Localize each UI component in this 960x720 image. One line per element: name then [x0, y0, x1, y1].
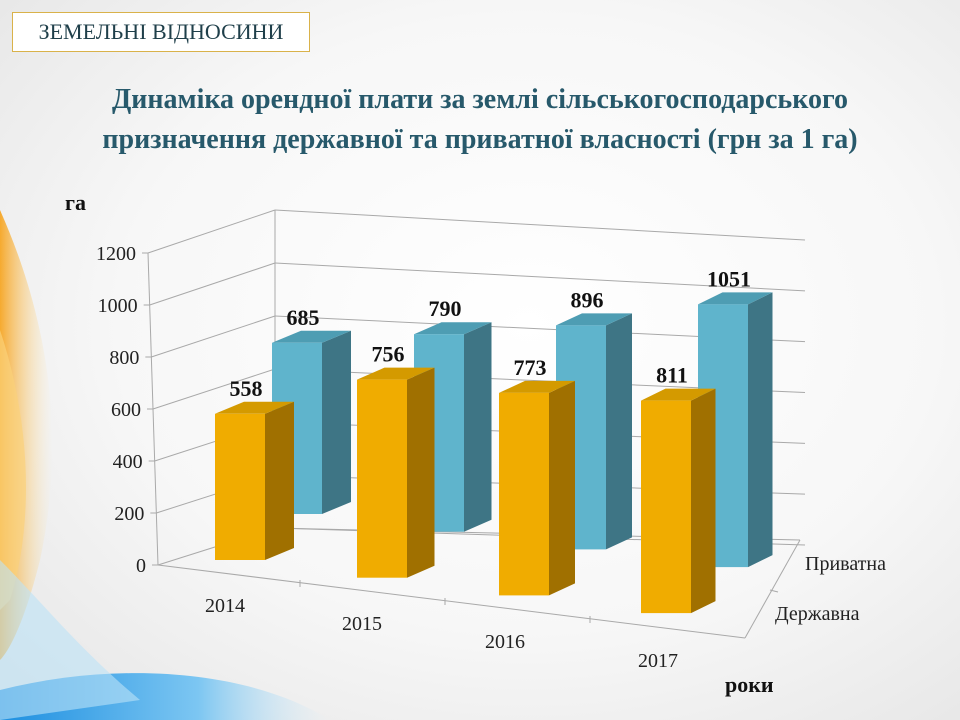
- gridline-back-wall: [274, 209, 806, 241]
- bar-side-2017: [691, 388, 716, 614]
- x-tick-label: 2015: [342, 613, 382, 635]
- x-axis-line: [157, 564, 746, 639]
- data-label: 773: [514, 355, 547, 380]
- bar-top-2015: [357, 367, 435, 380]
- section-badge: ЗЕМЕЛЬНІ ВІДНОСИНИ: [12, 12, 310, 52]
- data-label: 756: [372, 342, 405, 367]
- bar-side-2015: [407, 367, 435, 578]
- gridline-back-wall: [274, 262, 806, 292]
- depth-axis-line: [744, 539, 801, 639]
- bar-side-2016: [606, 313, 632, 550]
- y-tick-label: 600: [111, 399, 141, 421]
- title-line-1: Динаміка орендної плати за землі сільськ…: [111, 84, 849, 115]
- bar-top-2014: [215, 401, 294, 414]
- bar-side-2017: [748, 292, 773, 568]
- data-label: 811: [656, 363, 688, 388]
- y-tick-label: 800: [109, 347, 139, 369]
- data-label: 790: [429, 296, 462, 321]
- bar-side-2015: [464, 322, 492, 532]
- title-line-2: призначення державної та приватної власн…: [102, 124, 858, 155]
- data-label: 1051: [707, 266, 751, 291]
- bar-top-2015: [414, 322, 492, 335]
- bar-side-2014: [322, 330, 351, 514]
- bar-derzhavna-2015: [357, 379, 407, 578]
- data-label: 685: [287, 305, 320, 330]
- data-label: 558: [230, 376, 263, 401]
- gridline-left-wall: [149, 262, 276, 306]
- bar-derzhavna-2016: [499, 392, 549, 596]
- bar-top-2016: [556, 313, 632, 326]
- bar-top-2017: [698, 292, 773, 305]
- bar-side-2014: [265, 401, 294, 560]
- slide-title: Динаміка орендної плати за землі сільськ…: [20, 80, 940, 160]
- bar-derzhavna-2017: [641, 400, 691, 614]
- bar-top-2016: [499, 380, 575, 393]
- depth-tick: [769, 589, 779, 593]
- data-label: 896: [571, 287, 604, 312]
- y-tick-label: 1200: [96, 243, 136, 265]
- x-tick-label: 2014: [205, 595, 245, 617]
- bar-top-2017: [641, 388, 716, 401]
- y-axis-line: [147, 252, 159, 566]
- y-tick-label: 200: [114, 503, 144, 525]
- bar-side-2016: [549, 380, 575, 596]
- bar-top-2014: [272, 330, 351, 343]
- labels: 0 200 400 600 800 1000 1200 685 790 896 1051 558 756…: [65, 190, 886, 697]
- x-axis-title: роки: [725, 672, 774, 697]
- depth-label-pryvatna: Приватна: [805, 553, 886, 575]
- y-tick-label: 1000: [98, 295, 138, 317]
- bar-derzhavna-2014: [215, 413, 265, 560]
- depth-label-derzhavna: Державна: [775, 603, 860, 625]
- y-tick-label: 0: [136, 555, 146, 577]
- gridline-left-wall: [151, 315, 276, 358]
- y-tick-label: 400: [113, 451, 143, 473]
- bars: [215, 292, 773, 614]
- gridline-left-wall: [152, 368, 276, 410]
- gridline-left-wall: [147, 209, 276, 254]
- x-tick-label: 2017: [638, 650, 678, 672]
- y-axis-title: га: [65, 190, 86, 215]
- x-tick-label: 2016: [485, 631, 525, 653]
